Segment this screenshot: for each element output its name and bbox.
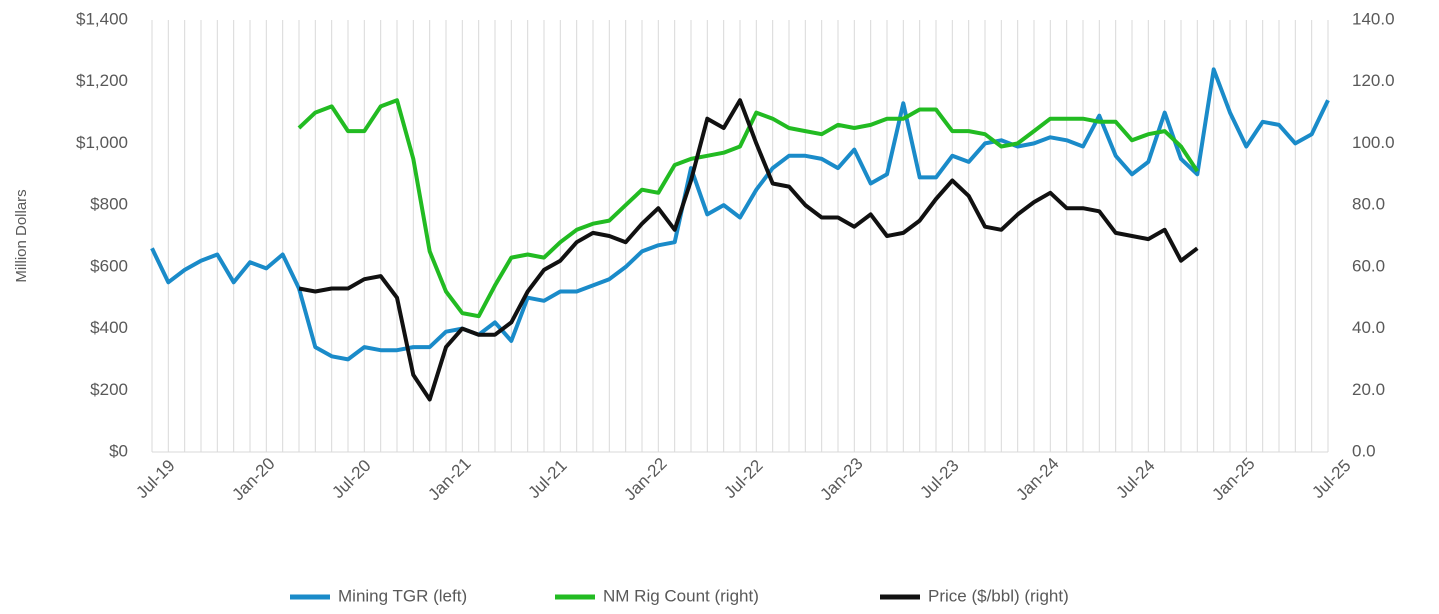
y-tick-label: $1,200: [76, 71, 128, 90]
x-tick-label: Jul-25: [1308, 456, 1354, 502]
series-line: [297, 98, 1199, 319]
x-tick-label: Jan-20: [228, 454, 278, 504]
y-tick-label: $600: [90, 256, 128, 275]
y-tick-label: $1,000: [76, 133, 128, 152]
x-tick-label: Jul-23: [916, 456, 962, 502]
y2-tick-label: 140.0: [1352, 9, 1395, 28]
y2-tick-label: 80.0: [1352, 195, 1385, 214]
x-tick-label: Jul-24: [1112, 456, 1158, 502]
y2-tick-label: 40.0: [1352, 318, 1385, 337]
y-axis-label: Million Dollars: [13, 189, 30, 282]
x-tick-label: Jul-21: [524, 456, 570, 502]
x-tick-label: Jan-21: [424, 454, 474, 504]
x-tick-label: Jan-22: [620, 454, 670, 504]
y-tick-label: $1,400: [76, 9, 128, 28]
y-tick-label: $0: [109, 441, 128, 460]
x-tick-label: Jul-20: [328, 456, 374, 502]
legend-label: NM Rig Count (right): [603, 586, 759, 605]
x-tick-label: Jan-24: [1012, 454, 1062, 504]
y2-tick-label: 120.0: [1352, 71, 1395, 90]
x-tick-label: Jul-19: [132, 456, 178, 502]
legend-label: Mining TGR (left): [338, 586, 467, 605]
y-tick-label: $200: [90, 380, 128, 399]
x-tick-label: Jan-23: [816, 454, 866, 504]
series-line: [298, 98, 1199, 402]
y-tick-label: $400: [90, 318, 128, 337]
y-tick-label: $800: [90, 195, 128, 214]
y2-tick-label: 0.0: [1352, 441, 1376, 460]
y2-tick-label: 100.0: [1352, 133, 1395, 152]
legend-label: Price ($/bbl) (right): [928, 586, 1069, 605]
y2-tick-label: 60.0: [1352, 256, 1385, 275]
y2-tick-label: 20.0: [1352, 380, 1385, 399]
x-tick-label: Jul-22: [720, 456, 766, 502]
x-tick-label: Jan-25: [1208, 454, 1258, 504]
series-line: [150, 67, 1330, 362]
